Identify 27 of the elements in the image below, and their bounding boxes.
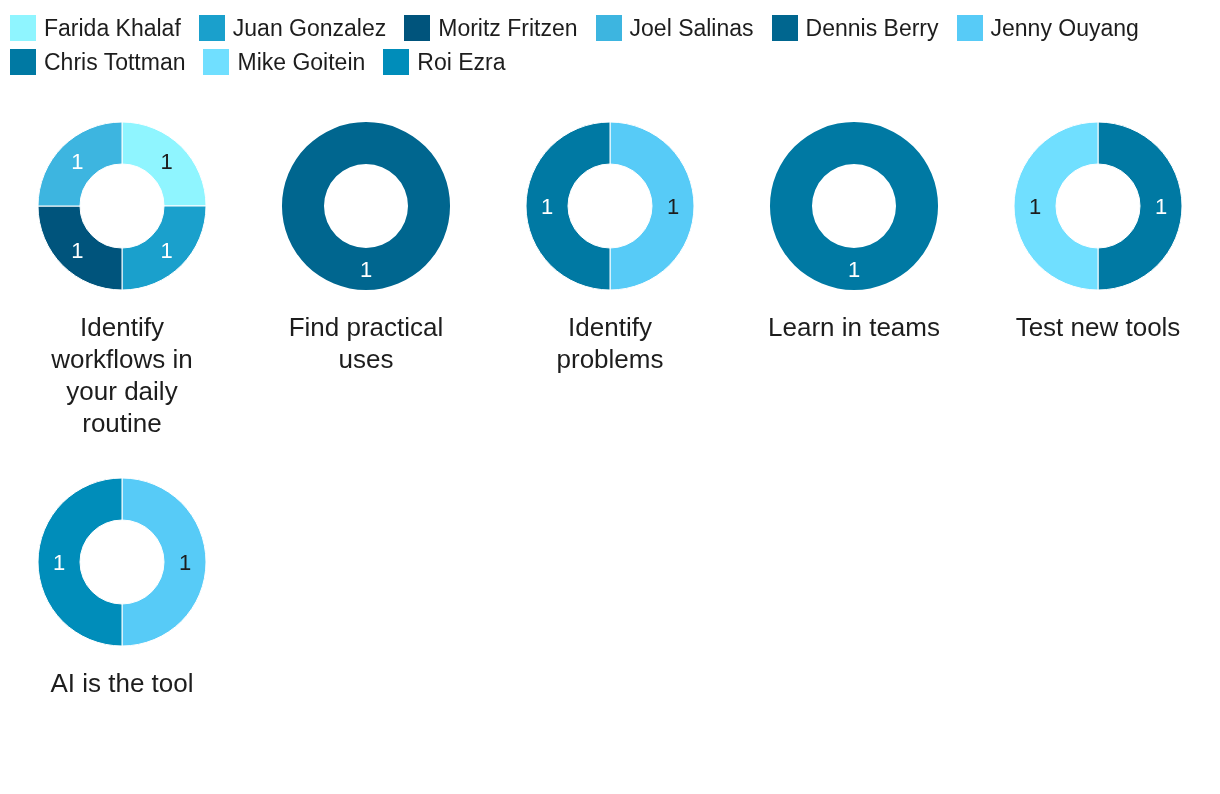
legend-label: Mike Goitein [237, 49, 366, 75]
legend-label: Dennis Berry [805, 15, 939, 41]
data-label: 1 [847, 256, 861, 282]
data-label: 1 [178, 549, 192, 575]
data-label: 1 [666, 193, 680, 219]
legend-label: Jenny Ouyang [990, 15, 1139, 41]
data-label: 1 [71, 148, 84, 174]
data-label: 1 [1028, 193, 1042, 219]
legend-label: Roi Ezra [417, 49, 506, 75]
data-label: 1 [160, 238, 173, 264]
data-label: 1 [52, 549, 66, 575]
slice-label: Learn in teams [767, 311, 941, 343]
slice-label: AI is the tool [49, 667, 195, 699]
data-label: 1 [1154, 193, 1168, 219]
legend-label: Moritz Fritzen [438, 15, 578, 41]
slice-label: Find practical uses [287, 311, 445, 375]
legend-label: Joel Salinas [629, 15, 754, 41]
data-label: 1 [359, 256, 373, 282]
slice-label: Identify workflows in your daily routine [50, 311, 194, 439]
legend-label: Juan Gonzalez [232, 15, 387, 41]
slice-label: Test new tools [1014, 311, 1182, 343]
data-label: 1 [71, 238, 84, 264]
slice-label: Identify problems [555, 311, 665, 375]
data-label: 1 [160, 148, 173, 174]
data-label: 1 [540, 193, 554, 219]
legend-label: Chris Tottman [44, 49, 186, 75]
legend-label: Farida Khalaf [44, 15, 181, 41]
